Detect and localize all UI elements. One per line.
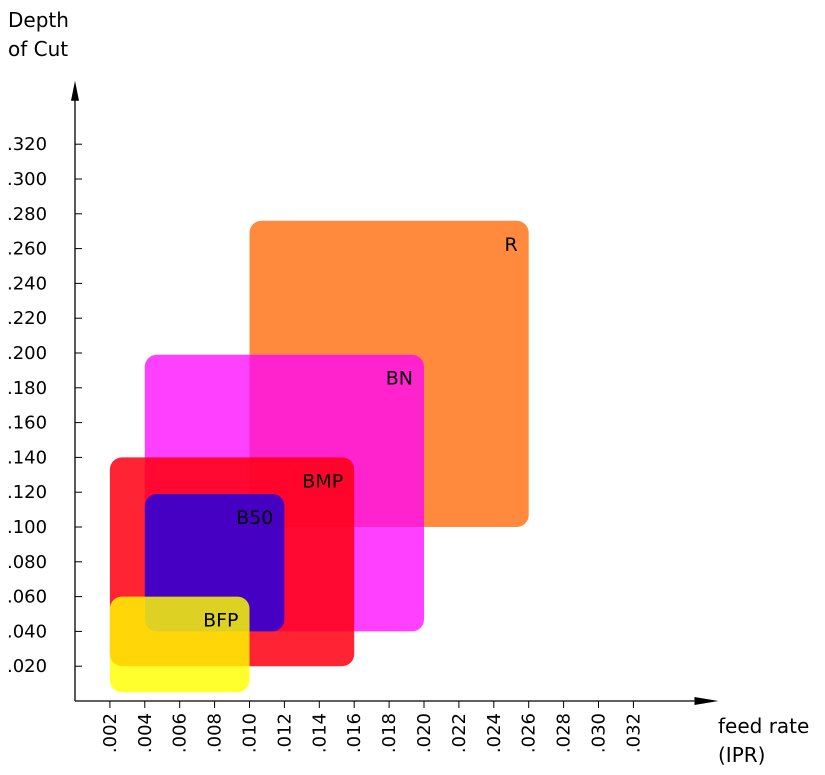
y-tick-label: .260 [7,239,47,260]
x-tick-label: .008 [205,713,226,753]
x-tick-label: .010 [240,713,261,753]
x-tick-label: .002 [100,713,121,753]
region-label-b50: B50 [236,507,273,529]
y-tick-label: .240 [7,273,47,294]
x-tick-label: .030 [589,713,610,753]
y-tick-label: .140 [7,447,47,468]
y-axis-title-line1: Depth [8,8,69,32]
y-tick-label: .040 [7,621,47,642]
x-tick-label: .024 [484,713,505,753]
x-tick-label: .018 [379,713,400,753]
axes-layer [71,80,719,705]
x-tick-label: .016 [344,713,365,753]
x-tick-label: .012 [274,713,295,753]
region-label-bfp: BFP [203,610,238,632]
x-tick-label: .014 [309,713,330,753]
x-tick-label: .028 [554,713,575,753]
region-label-bmp: BMP [302,470,343,492]
x-tick-label: .006 [170,713,191,753]
x-tick-label: .022 [449,713,470,753]
regions-layer [109,220,529,693]
region-bfp [109,596,250,693]
y-axis-arrow-icon [71,80,79,101]
y-tick-label: .320 [7,134,47,155]
y-tick-label: .300 [7,169,47,190]
y-tick-label: .220 [7,308,47,329]
y-tick-label: .100 [7,517,47,538]
x-tick-label: .020 [414,713,435,753]
x-axis-title-line1: feed rate [718,714,809,738]
y-axis-title-line2: of Cut [8,37,68,61]
region-label-bn: BN [386,368,413,390]
x-axis-title-line2: (IPR) [718,743,765,767]
y-tick-label: .280 [7,204,47,225]
y-tick-label: .120 [7,482,47,503]
region-label-r: R [504,234,517,256]
x-tick-label: .026 [519,713,540,753]
y-tick-label: .060 [7,587,47,608]
y-tick-label: .160 [7,413,47,434]
y-tick-label: .180 [7,378,47,399]
x-axis-arrow-icon [694,697,719,705]
y-tick-label: .200 [7,343,47,364]
x-ticks-layer: .002 .004 .006 .008 .010 .012 .014 .016 .018 .020… [100,701,644,753]
y-tick-label: .020 [7,656,47,677]
y-ticks-layer: .020 .040 .060 .080 .100 .120 .140 .160 .180 .200… [7,134,82,677]
y-tick-label: .080 [7,552,47,573]
x-tick-label: .004 [135,713,156,753]
region-labels-layer: R BN BMP B50 BFP [203,234,518,632]
x-tick-label: .032 [623,713,644,753]
